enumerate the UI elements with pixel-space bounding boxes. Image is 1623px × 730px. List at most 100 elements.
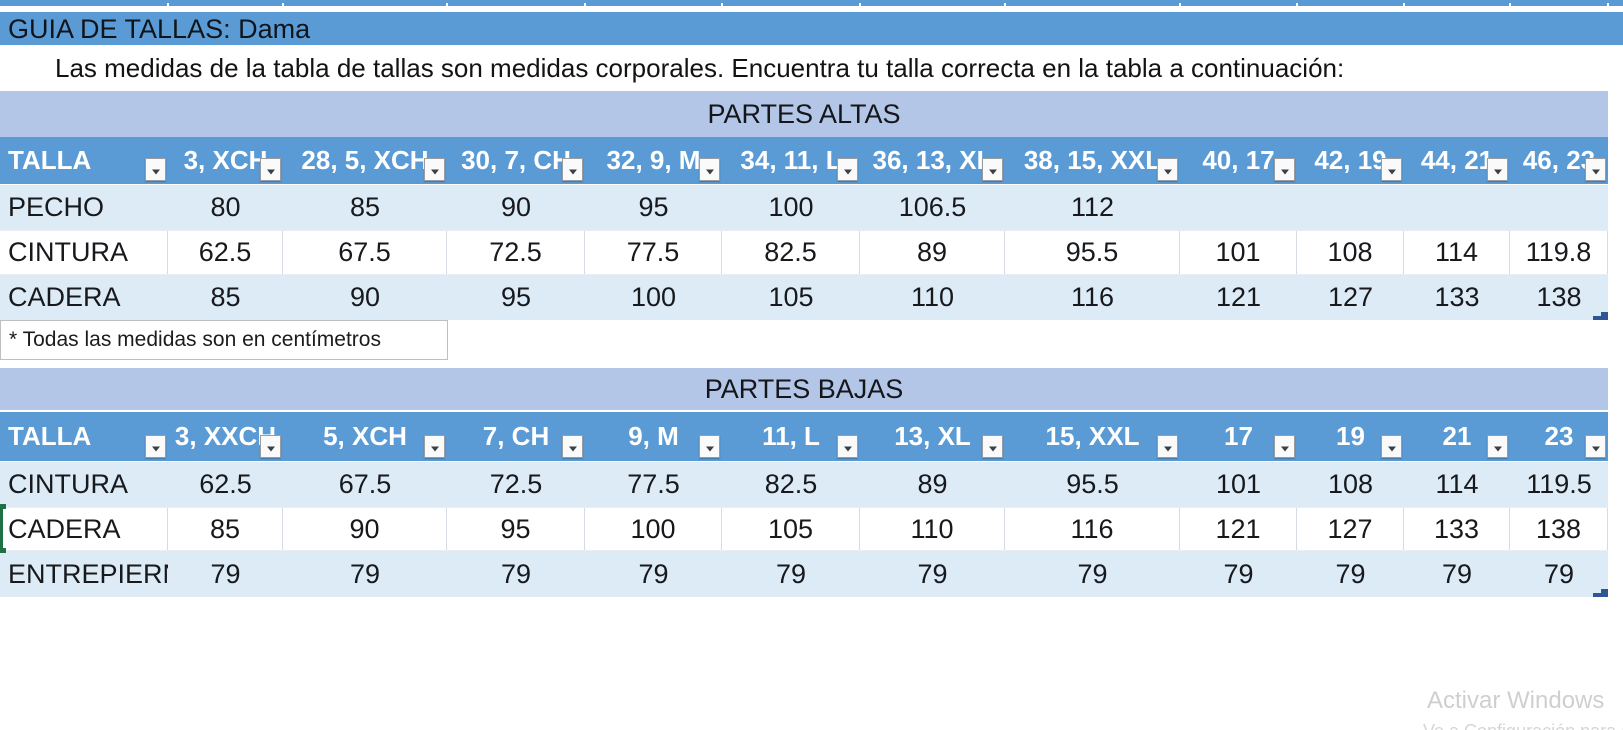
table-cell[interactable]: 114 <box>1404 231 1510 274</box>
table-cell[interactable]: 105 <box>722 508 860 550</box>
table-cell[interactable]: 80 <box>210 192 241 222</box>
table-cell[interactable]: 95 <box>447 508 585 550</box>
table-cell[interactable]: 95 <box>500 282 532 312</box>
table-cell[interactable]: 110 <box>860 508 1005 550</box>
table-cell[interactable]: 85 <box>349 192 381 222</box>
table-cell[interactable]: 138 <box>1536 282 1582 312</box>
filter-dropdown-button[interactable] <box>424 435 445 458</box>
table-cell[interactable]: 67.5 <box>338 469 392 499</box>
table-cell[interactable]: 82.5 <box>764 469 818 499</box>
table-cell[interactable]: 108 <box>1297 231 1404 274</box>
table-cell[interactable]: 112 <box>1070 192 1115 222</box>
table-cell[interactable]: 95 <box>638 192 669 222</box>
filter-dropdown-button[interactable] <box>1274 435 1295 458</box>
table-cell[interactable]: 90 <box>283 508 447 550</box>
table-cell[interactable]: 138 <box>1510 508 1608 550</box>
filter-dropdown-button[interactable] <box>1585 158 1606 181</box>
table-cell[interactable]: 85 <box>210 282 241 312</box>
column-header-9[interactable]: 42, 19 <box>1297 137 1404 184</box>
table-cell[interactable]: 89 <box>860 231 1005 274</box>
filter-dropdown-button[interactable] <box>562 158 583 181</box>
table-cell[interactable]: 77.5 <box>585 231 722 274</box>
filter-dropdown-button[interactable] <box>1381 158 1402 181</box>
column-header-5[interactable]: 34, 11, L <box>722 137 860 184</box>
column-header-7[interactable]: 38, 15, XXL <box>1005 137 1180 184</box>
table-cell[interactable]: 79 <box>917 558 948 589</box>
table-cell[interactable]: 95.5 <box>1005 231 1180 274</box>
column-header-3[interactable]: 7, CH <box>447 412 585 461</box>
filter-dropdown-button[interactable] <box>699 435 720 458</box>
table-cell[interactable]: 79 <box>500 558 532 589</box>
table-cell[interactable]: 106.5 <box>898 192 967 222</box>
table-cell[interactable]: 62.5 <box>168 231 283 274</box>
table-cell[interactable] <box>1510 185 1608 230</box>
table-cell[interactable]: 114 <box>1435 469 1479 499</box>
table-cell[interactable]: 119.8 <box>1510 231 1608 274</box>
table-cell[interactable]: 133 <box>1404 508 1510 550</box>
row-label-cell[interactable]: CINTURA <box>0 231 168 274</box>
column-header-2[interactable]: 28, 5, XCH <box>283 137 447 184</box>
table-cell[interactable]: 133 <box>1434 282 1480 312</box>
table-cell[interactable]: 79 <box>1335 558 1366 589</box>
column-header-10[interactable]: 44, 21 <box>1404 137 1510 184</box>
table-cell[interactable]: 79 <box>1077 558 1108 589</box>
filter-dropdown-button[interactable] <box>1487 435 1508 458</box>
filter-dropdown-button[interactable] <box>837 158 858 181</box>
table-cell[interactable]: 62.5 <box>199 469 252 499</box>
filter-dropdown-button[interactable] <box>424 158 445 181</box>
column-header-6[interactable]: 36, 13, XL <box>860 137 1005 184</box>
table-cell[interactable]: 116 <box>1070 282 1115 312</box>
table-cell[interactable]: 127 <box>1327 282 1374 312</box>
table-cell[interactable]: 90 <box>500 192 532 222</box>
table-cell[interactable] <box>1297 185 1404 230</box>
table-cell[interactable]: 121 <box>1180 508 1297 550</box>
table-cell[interactable]: 85 <box>168 508 283 550</box>
table-cell[interactable]: 72.5 <box>489 469 543 499</box>
column-header-2[interactable]: 5, XCH <box>283 412 447 461</box>
filter-dropdown-button[interactable] <box>1487 158 1508 181</box>
column-header-4[interactable]: 9, M <box>585 412 722 461</box>
filter-dropdown-button[interactable] <box>1381 435 1402 458</box>
table-cell[interactable]: 79 <box>210 558 241 589</box>
column-header-0[interactable]: TALLA <box>0 137 168 184</box>
column-header-8[interactable]: 40, 17 <box>1180 137 1297 184</box>
column-header-5[interactable]: 11, L <box>722 412 860 461</box>
table-cell[interactable]: 101 <box>1215 469 1262 499</box>
filter-dropdown-button[interactable] <box>145 435 166 458</box>
table-cell[interactable]: 101 <box>1180 231 1297 274</box>
filter-dropdown-button[interactable] <box>982 435 1003 458</box>
table-cell[interactable]: 105 <box>768 282 814 312</box>
column-header-7[interactable]: 15, XXL <box>1005 412 1180 461</box>
row-label-cell[interactable]: CINTURA <box>8 469 128 499</box>
table-cell[interactable]: 90 <box>349 282 381 312</box>
column-header-11[interactable]: 46, 23 <box>1510 137 1608 184</box>
table-cell[interactable]: 95.5 <box>1066 469 1119 499</box>
table-cell[interactable]: 89 <box>917 469 948 499</box>
table-cell[interactable]: 79 <box>349 558 381 589</box>
column-header-6[interactable]: 13, XL <box>860 412 1005 461</box>
filter-dropdown-button[interactable] <box>1274 158 1295 181</box>
filter-dropdown-button[interactable] <box>1585 435 1606 458</box>
table-resize-handle-bajas[interactable] <box>1593 587 1608 597</box>
filter-dropdown-button[interactable] <box>1157 158 1178 181</box>
column-header-0[interactable]: TALLA <box>0 412 168 461</box>
table-cell[interactable]: 79 <box>1441 558 1473 589</box>
filter-dropdown-button[interactable] <box>699 158 720 181</box>
table-resize-handle-altas[interactable] <box>1593 310 1608 320</box>
table-cell[interactable]: 79 <box>638 558 669 589</box>
row-label-cell[interactable]: PECHO <box>8 192 105 222</box>
table-cell[interactable]: 100 <box>630 282 677 312</box>
table-cell[interactable]: 116 <box>1005 508 1180 550</box>
table-cell[interactable]: 79 <box>1543 558 1575 589</box>
filter-dropdown-button[interactable] <box>837 435 858 458</box>
filter-dropdown-button[interactable] <box>260 435 281 458</box>
filter-dropdown-button[interactable] <box>1157 435 1178 458</box>
table-cell[interactable]: 108 <box>1327 469 1374 499</box>
table-cell[interactable]: 79 <box>1223 558 1254 589</box>
table-cell[interactable] <box>1404 185 1510 230</box>
column-header-4[interactable]: 32, 9, M <box>585 137 722 184</box>
table-cell[interactable]: 127 <box>1297 508 1404 550</box>
row-label-cell[interactable]: CADERA <box>8 282 121 312</box>
column-header-8[interactable]: 17 <box>1180 412 1297 461</box>
filter-dropdown-button[interactable] <box>260 158 281 181</box>
